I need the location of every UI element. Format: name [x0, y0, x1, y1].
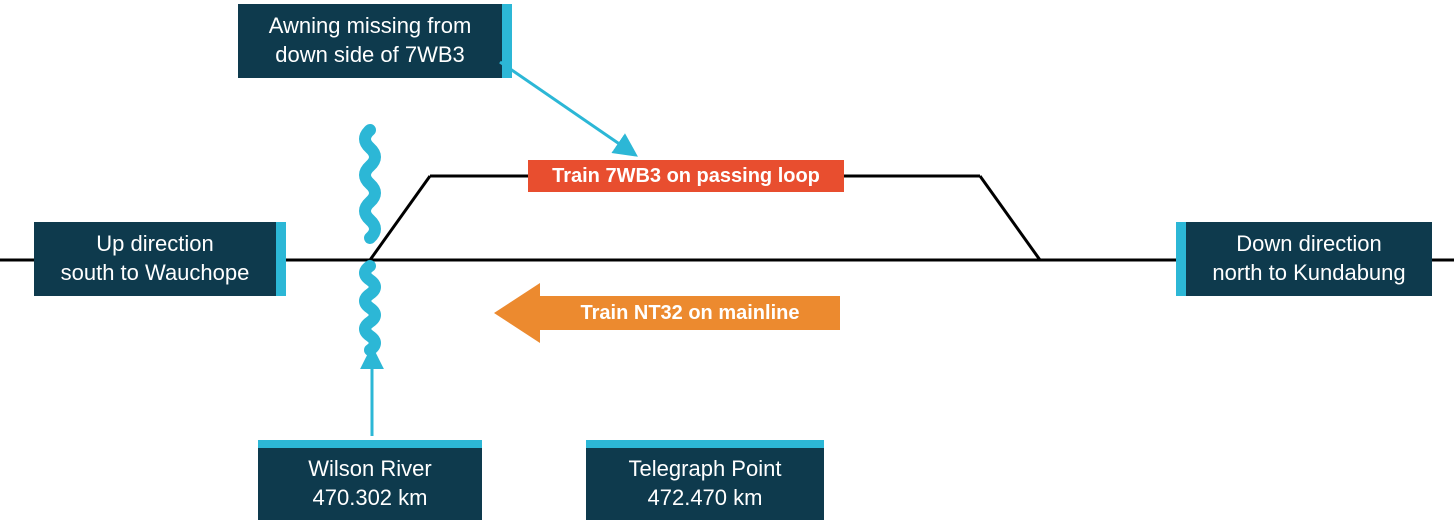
- train-7wb3-label: Train 7WB3 on passing loop: [552, 165, 820, 188]
- label-wilson-river: Wilson River 470.302 km: [258, 440, 482, 520]
- diagram-canvas: { "colors": { "dark": "#0e3a4d", "accent…: [0, 0, 1454, 526]
- label-up-direction: Up direction south to Wauchope: [34, 222, 286, 296]
- up-line1: Up direction: [61, 230, 250, 259]
- telegraph-line2: 472.470 km: [629, 484, 782, 513]
- up-line2: south to Wauchope: [61, 259, 250, 288]
- train-7wb3-box: Train 7WB3 on passing loop: [528, 160, 844, 192]
- awning-line2: down side of 7WB3: [269, 41, 472, 70]
- awning-line1: Awning missing from: [269, 12, 472, 41]
- train-nt32-arrow: Train NT32 on mainline: [540, 296, 840, 330]
- wilson-line2: 470.302 km: [308, 484, 431, 513]
- train-nt32-arrow-head: [494, 283, 540, 343]
- down-line1: Down direction: [1212, 230, 1405, 259]
- train-nt32-label: Train NT32 on mainline: [581, 302, 800, 325]
- down-line2: north to Kundabung: [1212, 259, 1405, 288]
- wilson-line1: Wilson River: [308, 455, 431, 484]
- label-telegraph-point: Telegraph Point 472.470 km: [586, 440, 824, 520]
- telegraph-line1: Telegraph Point: [629, 455, 782, 484]
- label-down-direction: Down direction north to Kundabung: [1176, 222, 1432, 296]
- label-awning-missing: Awning missing from down side of 7WB3: [238, 4, 512, 78]
